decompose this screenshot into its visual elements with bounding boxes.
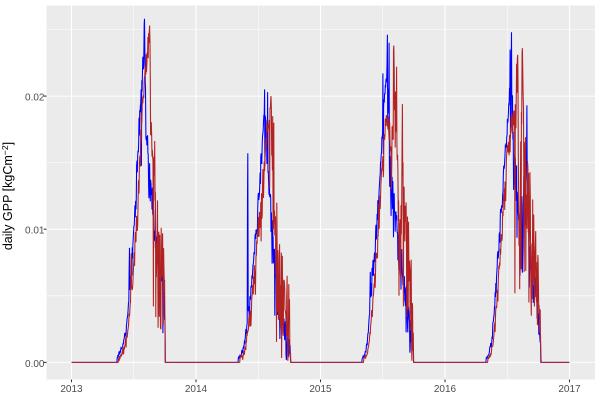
- svg-text:0.01: 0.01: [25, 226, 45, 237]
- svg-text:0.02: 0.02: [25, 93, 45, 104]
- svg-text:2013: 2013: [60, 384, 83, 395]
- svg-text:2015: 2015: [309, 384, 332, 395]
- svg-text:0.00: 0.00: [25, 359, 45, 370]
- svg-text:daily GPP [kgCm−2]: daily GPP [kgCm−2]: [0, 142, 15, 250]
- svg-text:2017: 2017: [558, 384, 581, 395]
- svg-text:2014: 2014: [185, 384, 208, 395]
- svg-text:2016: 2016: [434, 384, 457, 395]
